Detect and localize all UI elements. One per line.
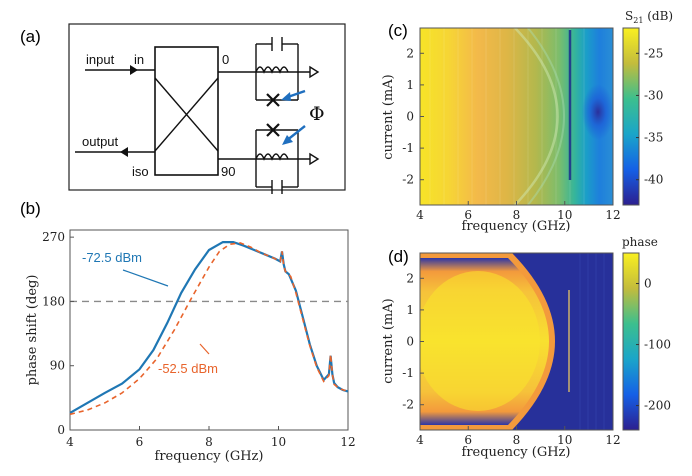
colorbar-d-ticks: 0 -100 -200 xyxy=(636,277,671,413)
colorbar-tick-label: -40 xyxy=(644,173,663,187)
y-tick-label: 2 xyxy=(406,46,414,60)
annotation-pointer-72p5 xyxy=(122,269,169,287)
y-tick-label: -1 xyxy=(402,366,414,380)
panel-label-b: (b) xyxy=(20,199,41,218)
annotation-72p5dbm: -72.5 dBm xyxy=(82,250,142,265)
port-0-termination-icon xyxy=(309,65,320,79)
x-tick-label: 12 xyxy=(340,435,355,449)
coupler-cross-line-2 xyxy=(154,77,219,152)
panel-label-c: (c) xyxy=(388,21,408,40)
port-90-termination-icon xyxy=(309,152,320,166)
x-tick-label: 8 xyxy=(513,433,521,447)
x-tick-label: 4 xyxy=(66,435,74,449)
colorbar-tick-label: -100 xyxy=(644,338,671,352)
output-label: output xyxy=(82,134,119,149)
colorbar-tick-label: 0 xyxy=(644,277,652,291)
colorbar-tick-label: -200 xyxy=(644,399,671,413)
plot-b: 4 6 8 10 12 0 90 180 270 -72.5 dBm -52.5 dBm fre… xyxy=(25,229,356,464)
x-tick-label: 6 xyxy=(464,208,472,222)
heatmap-d-xlabel: frequency (GHz) xyxy=(462,445,571,460)
heatmap-c-arc-outer xyxy=(514,28,559,205)
y-tick-label: 0 xyxy=(406,335,414,349)
colorbar-tick-label: -35 xyxy=(644,131,663,145)
y-tick-label: 2 xyxy=(406,271,414,285)
series-line-52p5dbm xyxy=(69,242,349,416)
y-tick-label: -1 xyxy=(402,141,414,155)
y-tick-label: 1 xyxy=(406,303,414,317)
port-iso-label: iso xyxy=(132,164,149,179)
squid-bottom xyxy=(255,123,299,194)
x-tick-label: 4 xyxy=(416,433,424,447)
x-tick-label: 12 xyxy=(605,208,620,222)
heatmap-c-resonance-blob xyxy=(582,84,613,140)
schematic-frame xyxy=(68,23,346,191)
y-tick-label: 0 xyxy=(57,423,65,437)
circuit-schematic xyxy=(68,23,346,194)
colorbar-c-ticks: -25 -30 -35 -40 xyxy=(636,46,663,187)
heatmap-c-arc-inner xyxy=(527,28,565,205)
phi-label: Φ xyxy=(309,103,325,125)
heatmap-d-center xyxy=(420,271,540,411)
colorbar-d-label: phase xyxy=(622,235,658,249)
y-tick-label: -2 xyxy=(402,398,414,412)
colorbar-tick-label: -30 xyxy=(644,88,663,102)
port-in-label: in xyxy=(134,52,144,67)
colorbar-d xyxy=(622,252,640,431)
output-arrow-icon xyxy=(120,147,128,157)
y-tick-label: 180 xyxy=(42,294,65,308)
input-label: input xyxy=(86,52,115,67)
panel-label-a: (a) xyxy=(20,27,41,46)
plot-b-xlabel: frequency (GHz) xyxy=(155,449,264,464)
x-tick-label: 6 xyxy=(464,433,472,447)
x-tick-label: 8 xyxy=(205,435,213,449)
port-0-label: 0 xyxy=(222,52,229,67)
x-tick-label: 8 xyxy=(513,208,521,222)
colorbar-c-label: S21 (dB) xyxy=(625,9,673,25)
flux-arrow-bottom-icon xyxy=(282,135,293,145)
plot-b-ylabel: phase shift (deg) xyxy=(25,275,40,386)
colorbar-c xyxy=(622,27,640,206)
y-tick-label: 270 xyxy=(42,230,65,244)
heatmap-c-field xyxy=(420,28,613,205)
x-tick-label: 10 xyxy=(271,435,286,449)
x-tick-label: 10 xyxy=(557,433,572,447)
y-tick-label: 0 xyxy=(406,110,414,124)
y-tick-label: 1 xyxy=(406,78,414,92)
panel-label-d: (d) xyxy=(388,247,409,266)
heatmap-d-ylabel: current (mA) xyxy=(381,298,396,383)
annotation-pointer-52p5 xyxy=(199,343,210,355)
x-tick-label: 4 xyxy=(416,208,424,222)
colorbar-tick-label: -25 xyxy=(644,46,663,60)
input-arrow-icon xyxy=(130,65,138,75)
flux-arrow-top-icon xyxy=(281,92,291,101)
x-tick-label: 12 xyxy=(605,433,620,447)
annotation-52p5dbm: -52.5 dBm xyxy=(158,361,218,376)
x-tick-label: 6 xyxy=(136,435,144,449)
squid-top xyxy=(255,37,299,107)
port-90-label: 90 xyxy=(221,164,235,179)
plot-b-ticks: 4 6 8 10 12 0 90 180 270 xyxy=(42,230,356,449)
heatmap-c-xlabel: frequency (GHz) xyxy=(462,219,571,234)
heatmap-c-ylabel: current (mA) xyxy=(381,74,396,159)
y-tick-label: -2 xyxy=(402,173,414,187)
y-tick-label: 90 xyxy=(50,359,65,373)
hybrid-coupler-box xyxy=(154,46,219,176)
x-tick-label: 10 xyxy=(557,208,572,222)
